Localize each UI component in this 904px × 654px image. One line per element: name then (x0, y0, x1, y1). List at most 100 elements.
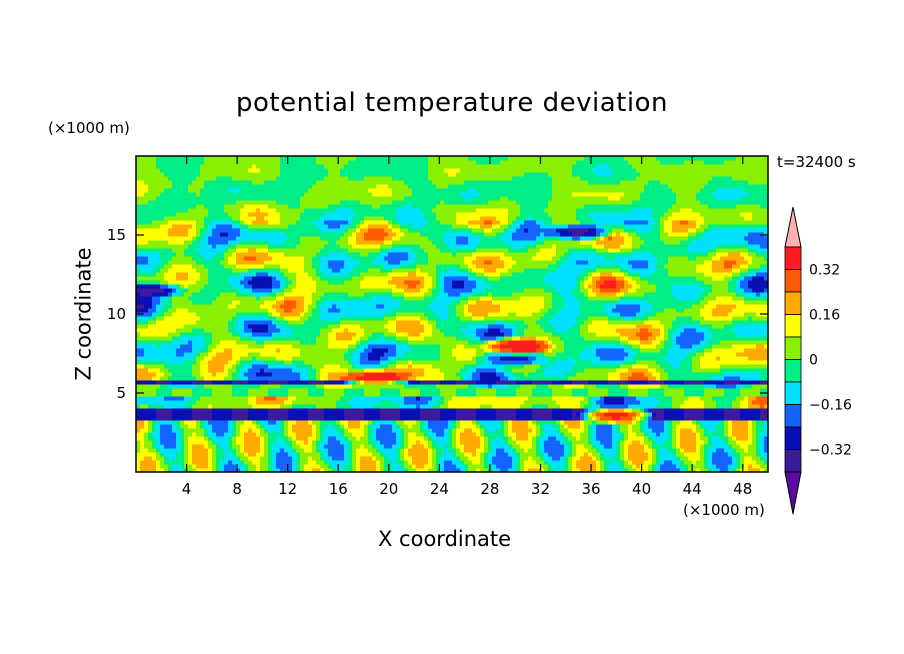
heatmap-cell (292, 304, 297, 309)
heatmap-cell (284, 156, 289, 161)
heatmap-cell (160, 464, 165, 469)
heatmap-cell (280, 276, 285, 281)
heatmap-cell (360, 440, 365, 445)
heatmap-cell (220, 264, 225, 269)
heatmap-cell (344, 188, 349, 193)
heatmap-cell (360, 176, 365, 181)
heatmap-cell (212, 448, 217, 453)
heatmap-cell (368, 344, 373, 349)
heatmap-cell (272, 328, 277, 333)
heatmap-cell (372, 204, 377, 209)
heatmap-cell (276, 212, 281, 217)
heatmap-cell (188, 436, 193, 441)
heatmap-cell (196, 320, 201, 325)
heatmap-cell (384, 348, 389, 353)
heatmap-cell (256, 456, 261, 461)
heatmap-cell (232, 400, 237, 405)
heatmap-cell (196, 232, 201, 237)
heatmap-cell (156, 468, 161, 473)
heatmap-cell (228, 280, 233, 285)
heatmap-cell (188, 468, 193, 473)
heatmap-cell (204, 340, 209, 345)
heatmap-cell (260, 376, 265, 381)
heatmap-cell (316, 292, 321, 297)
heatmap-cell (380, 396, 385, 401)
heatmap-cell (336, 204, 341, 209)
heatmap-cell (272, 440, 277, 445)
heatmap-cell (312, 168, 317, 173)
heatmap-cell (304, 440, 309, 445)
heatmap-cell (248, 408, 253, 413)
heatmap-cell (356, 296, 361, 301)
heatmap-cell (168, 172, 173, 177)
heatmap-cell (308, 160, 313, 165)
heatmap-cell (380, 388, 385, 393)
heatmap-cell (152, 244, 157, 249)
heatmap-cell (204, 176, 209, 181)
heatmap-cell (276, 280, 281, 285)
heatmap-cell (240, 340, 245, 345)
heatmap-cell (200, 416, 205, 421)
heatmap-cell (220, 368, 225, 373)
heatmap-cell (212, 428, 217, 433)
heatmap-cell (248, 280, 253, 285)
heatmap-cell (160, 220, 165, 225)
heatmap-cell (312, 448, 317, 453)
heatmap-cell (364, 352, 369, 357)
heatmap-cell (296, 448, 301, 453)
heatmap-cell (184, 312, 189, 317)
heatmap-cell (244, 232, 249, 237)
heatmap-cell (304, 360, 309, 365)
heatmap-cell (260, 244, 265, 249)
heatmap-cell (304, 260, 309, 265)
heatmap-cell (336, 272, 341, 277)
heatmap-cell (304, 304, 309, 309)
heatmap-cell (340, 176, 345, 181)
heatmap-cell (140, 264, 145, 269)
heatmap-cell (272, 260, 277, 265)
heatmap-cell (244, 436, 249, 441)
heatmap-cell (244, 372, 249, 377)
heatmap-cell (292, 204, 297, 209)
heatmap-cell (212, 248, 217, 253)
heatmap-cell (364, 364, 369, 369)
heatmap-cell (340, 376, 345, 381)
heatmap-cell (324, 416, 329, 421)
heatmap-cell (344, 232, 349, 237)
heatmap-cell (164, 160, 169, 165)
heatmap-cell (184, 232, 189, 237)
heatmap-cell (264, 208, 269, 213)
heatmap-cell (352, 316, 357, 321)
heatmap-cell (236, 324, 241, 329)
heatmap-cell (160, 380, 165, 385)
heatmap-cell (352, 288, 357, 293)
heatmap-cell (340, 284, 345, 289)
heatmap-cell (284, 416, 289, 421)
heatmap-cell (236, 396, 241, 401)
heatmap-cell (180, 264, 185, 269)
heatmap-cell (300, 240, 305, 245)
heatmap-cell (204, 380, 209, 385)
heatmap-cell (232, 372, 237, 377)
heatmap-cell (212, 192, 217, 197)
heatmap-cell (252, 284, 257, 289)
heatmap-cell (252, 380, 257, 385)
heatmap-cell (232, 468, 237, 473)
heatmap-cell (368, 296, 373, 301)
heatmap-cell (344, 256, 349, 261)
heatmap-cell (376, 444, 381, 449)
heatmap-cell (160, 392, 165, 397)
heatmap-cell (208, 444, 213, 449)
heatmap-cell (160, 308, 165, 313)
heatmap-cell (304, 236, 309, 241)
heatmap-cell (272, 436, 277, 441)
heatmap-cell (160, 344, 165, 349)
heatmap-cell (320, 336, 325, 341)
heatmap-cell (260, 220, 265, 225)
heatmap-cell (136, 464, 141, 469)
heatmap-cell (152, 256, 157, 261)
heatmap-cell (320, 464, 325, 469)
heatmap-cell (248, 296, 253, 301)
heatmap-cell (200, 160, 205, 165)
heatmap-cell (148, 176, 153, 181)
